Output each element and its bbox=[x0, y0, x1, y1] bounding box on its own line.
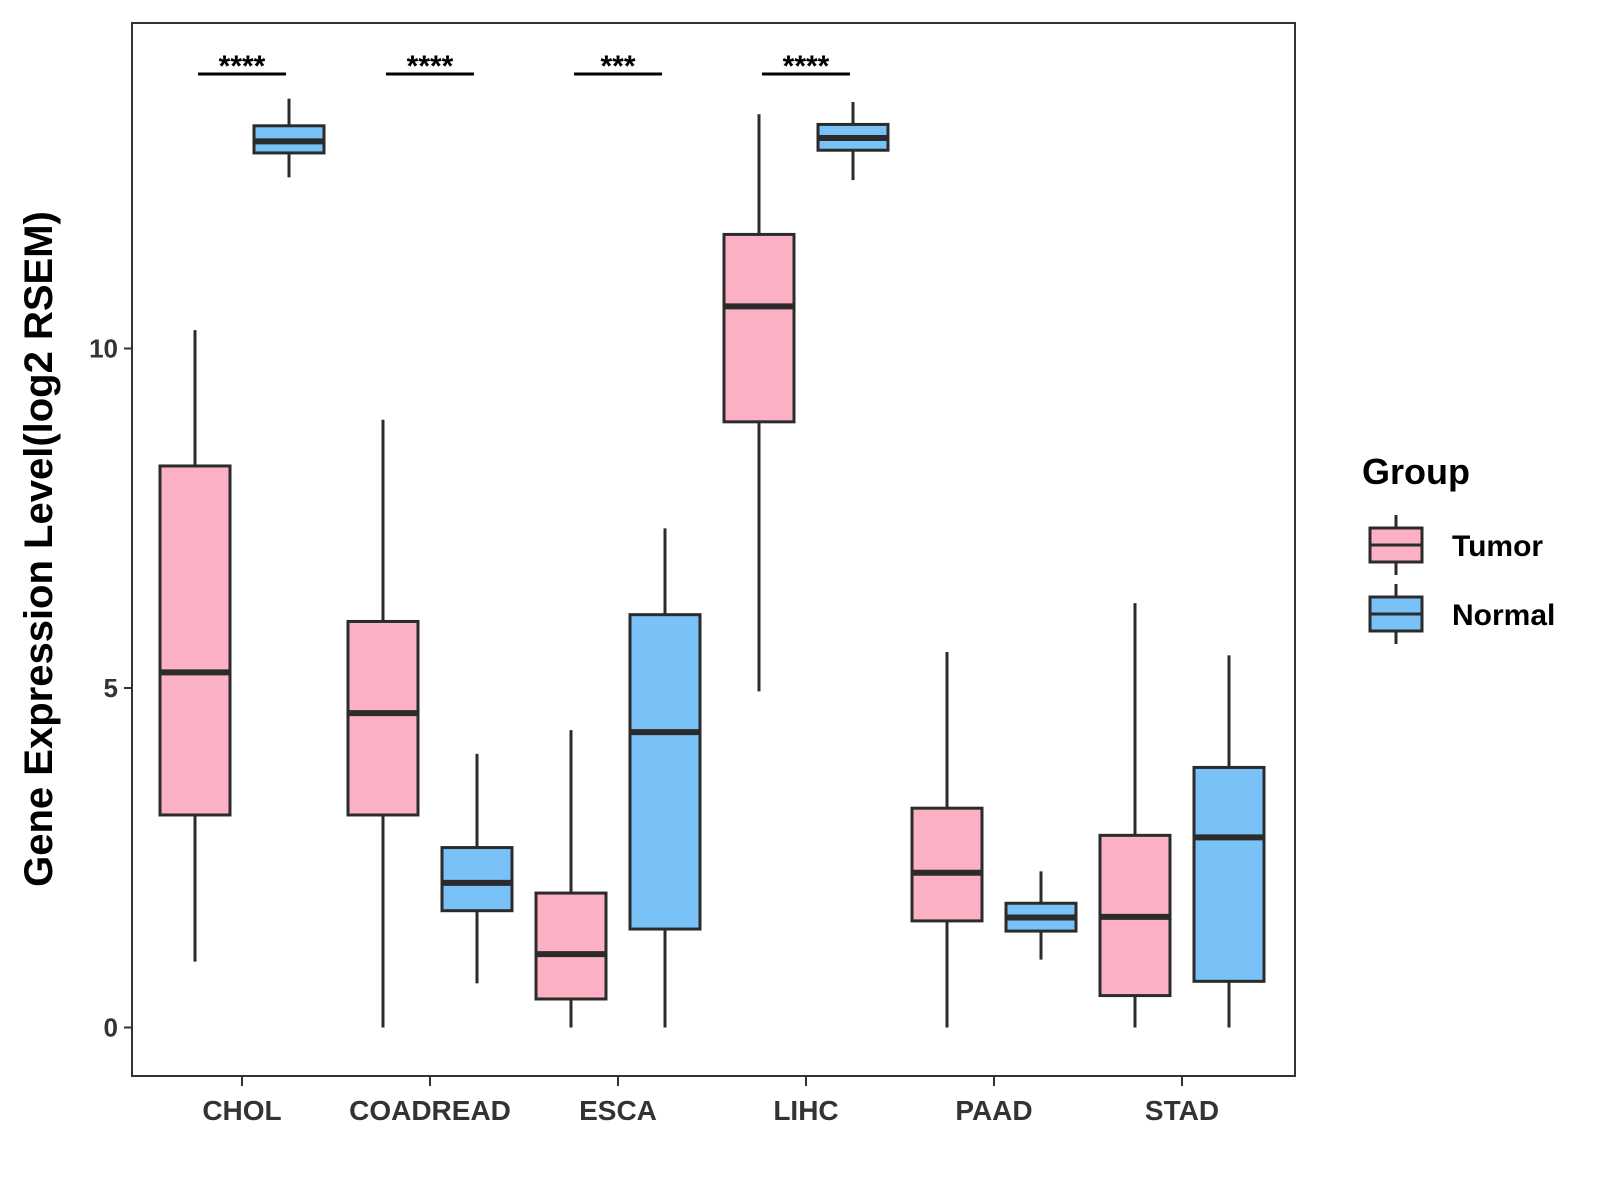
box-iqr bbox=[158, 464, 232, 817]
box-paad-normal bbox=[1004, 871, 1078, 960]
significance-label: *** bbox=[600, 50, 635, 83]
significance-esca: *** bbox=[574, 50, 662, 83]
legend-title: Group bbox=[1362, 451, 1470, 492]
boxes-layer bbox=[158, 98, 1266, 1028]
box-coadread-normal bbox=[440, 753, 514, 984]
box-iqr bbox=[910, 806, 984, 923]
box-coadread-tumor bbox=[346, 419, 420, 1028]
significance-label: **** bbox=[783, 50, 830, 83]
significance-coadread: **** bbox=[386, 50, 474, 83]
y-tick-label: 10 bbox=[89, 334, 118, 364]
y-tick-label: 5 bbox=[104, 673, 118, 703]
box-lihc-normal bbox=[816, 102, 890, 181]
box-iqr bbox=[628, 613, 702, 931]
x-tick-label: LIHC bbox=[773, 1095, 838, 1126]
box-iqr bbox=[346, 619, 420, 817]
x-axis: CHOL COADREAD ESCA LIHC PAAD STAD bbox=[202, 1076, 1219, 1126]
box-lihc-tumor bbox=[722, 114, 796, 692]
legend: Group Tumor Normal bbox=[1362, 451, 1555, 644]
significance-layer: **** **** *** **** bbox=[198, 50, 850, 83]
x-tick-label: PAAD bbox=[955, 1095, 1032, 1126]
significance-label: **** bbox=[407, 50, 454, 83]
significance-chol: **** bbox=[198, 50, 286, 83]
box-stad-tumor bbox=[1098, 603, 1172, 1028]
legend-item-tumor: Tumor bbox=[1368, 515, 1543, 575]
legend-label: Normal bbox=[1452, 599, 1555, 632]
legend-label: Tumor bbox=[1452, 530, 1543, 563]
box-iqr bbox=[440, 846, 514, 913]
box-iqr bbox=[534, 891, 608, 1001]
box-esca-tumor bbox=[534, 730, 608, 1028]
significance-lihc: **** bbox=[762, 50, 850, 83]
significance-label: **** bbox=[219, 50, 266, 83]
box-iqr bbox=[1192, 765, 1266, 983]
y-tick-label: 0 bbox=[104, 1013, 118, 1043]
box-esca-normal bbox=[628, 528, 702, 1028]
legend-item-normal: Normal bbox=[1368, 584, 1555, 644]
x-tick-label: COADREAD bbox=[349, 1095, 511, 1126]
x-tick-label: CHOL bbox=[202, 1095, 281, 1126]
y-axis-label: Gene Expression Level(log2 RSEM) bbox=[17, 211, 61, 887]
box-iqr bbox=[722, 232, 796, 424]
x-tick-label: ESCA bbox=[579, 1095, 657, 1126]
box-stad-normal bbox=[1192, 655, 1266, 1028]
x-tick-label: STAD bbox=[1145, 1095, 1219, 1126]
box-chol-tumor bbox=[158, 330, 232, 962]
box-chol-normal bbox=[252, 98, 326, 178]
box-paad-tumor bbox=[910, 652, 984, 1028]
y-axis: 0 5 10 bbox=[89, 334, 132, 1043]
